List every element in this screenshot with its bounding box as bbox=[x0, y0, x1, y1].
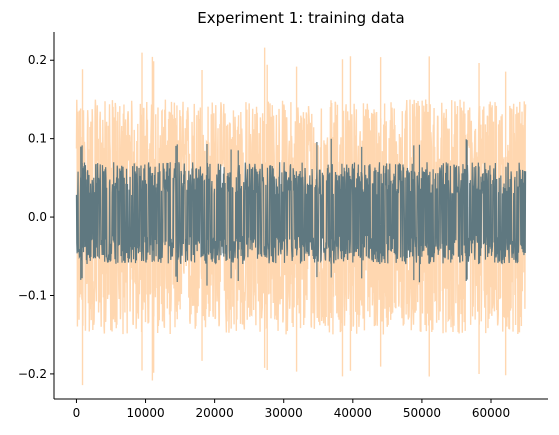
y-tick-label: 0.1 bbox=[28, 132, 47, 146]
x-tick-label: 40000 bbox=[334, 406, 372, 420]
x-tick-label: 60000 bbox=[472, 406, 510, 420]
x-tick-label: 20000 bbox=[196, 406, 234, 420]
x-tick-label: 0 bbox=[73, 406, 81, 420]
y-tick-label: 0.0 bbox=[28, 210, 47, 224]
y-tick-label: −0.2 bbox=[18, 367, 47, 381]
x-tick-label: 30000 bbox=[265, 406, 303, 420]
plot-area bbox=[75, 47, 527, 386]
y-tick-label: 0.2 bbox=[28, 53, 47, 67]
y-tick-label: −0.1 bbox=[18, 288, 47, 302]
x-tick-label: 10000 bbox=[126, 406, 164, 420]
y-axis: −0.2 −0.1 0.0 0.1 0.2 bbox=[18, 53, 54, 381]
x-axis: 0 10000 20000 30000 40000 50000 60000 bbox=[73, 399, 510, 420]
chart-title: Experiment 1: training data bbox=[197, 9, 404, 27]
series-line-2 bbox=[75, 138, 527, 286]
series-layer bbox=[75, 47, 527, 386]
x-tick-label: 50000 bbox=[403, 406, 441, 420]
